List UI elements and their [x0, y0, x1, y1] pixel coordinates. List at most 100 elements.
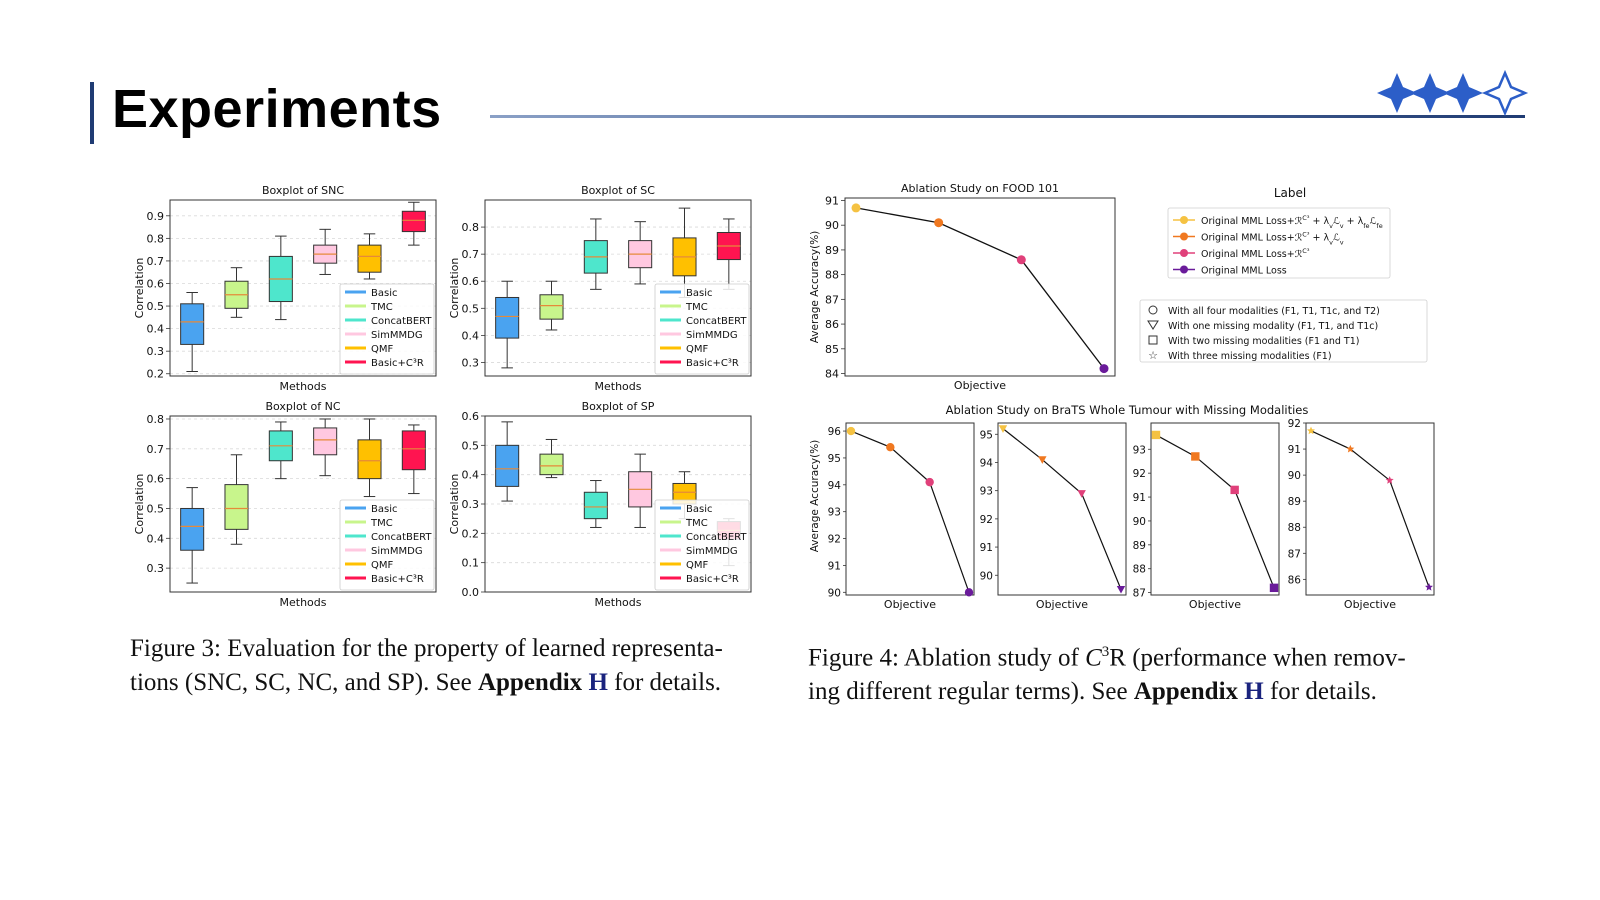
box-body: [495, 444, 520, 487]
data-point: [1269, 583, 1279, 593]
y-tick-label: 0.6: [147, 473, 165, 486]
legend-label: Basic: [686, 504, 712, 515]
data-point: [925, 477, 934, 487]
y-tick-label: 0.5: [147, 300, 165, 313]
square-icon: [1148, 335, 1158, 345]
y-tick-label: 0.5: [462, 439, 480, 452]
box-basic: [495, 421, 520, 502]
box-concatbert: [583, 480, 608, 528]
boxplot-nc: Boxplot of NC 0.3 0.4 0.5 0.6 0.7 0.8 Methods Co…: [133, 400, 437, 609]
y-tick-label: 89: [825, 244, 839, 257]
legend-label: With one missing modality (F1, T1, and T…: [1168, 321, 1378, 332]
y-tick-label: 0.4: [462, 469, 480, 482]
legend-label: With all four modalities (F1, T1, T1c, a…: [1168, 306, 1380, 317]
figure-4-caption: Figure 4: Ablation study of C3R (perform…: [808, 635, 1468, 709]
box-qmf: [357, 233, 382, 280]
y-tick-label: 0.4: [147, 532, 165, 545]
legend-label: ConcatBERT: [686, 532, 747, 543]
appendix-label: Appendix: [477, 669, 583, 696]
box-tmc: [224, 267, 249, 318]
legend-math: ℛ: [1295, 216, 1303, 227]
y-tick-label: 92: [1288, 418, 1301, 430]
legend-label: Original MML Loss+ℛC³ + λvℒv: [1201, 231, 1344, 247]
caption-symbol-tail: R: [1109, 644, 1126, 672]
plot-frame: [169, 199, 437, 377]
boxplot-snc: Boxplot of SNC 0.2 0.3 0.4 0.5 0.6 0.7 0.8 0.9 Me…: [133, 184, 437, 393]
appendix-link[interactable]: H: [1244, 678, 1264, 706]
y-tick-label: 87: [1133, 588, 1146, 600]
brats-panel-star: 86 87 88 89 90 91 92 Objective: [1288, 418, 1435, 611]
plot-frame: [997, 422, 1127, 596]
series-line: [1002, 428, 1122, 590]
y-tick-label: 0.6: [462, 410, 480, 423]
y-tick-label: 86: [825, 318, 839, 331]
box-concatbert: [268, 235, 293, 321]
caption-superscript: 3: [1101, 644, 1110, 660]
y-tick-label: 0.6: [147, 277, 165, 290]
y-tick-label: 0.3: [462, 498, 480, 511]
y-tick-label: 90: [825, 219, 839, 232]
plot-frame: [845, 422, 975, 596]
legend-math: C³: [1302, 214, 1310, 222]
title-accent-bar: [90, 82, 94, 144]
legend-label: Original MML Loss+ℛC³ + λvℒv + λfeℒfe: [1201, 214, 1383, 230]
legend-label: ConcatBERT: [371, 316, 432, 327]
legend-marker: [1180, 216, 1188, 224]
y-tick-label: 91: [828, 560, 841, 572]
box-body: [539, 453, 564, 476]
caption-symbol: C: [1085, 644, 1102, 672]
plot-frame: [1305, 422, 1435, 596]
data-point: [1151, 430, 1161, 440]
y-tick-label: 89: [1288, 496, 1301, 508]
y-tick-label: 89: [1133, 540, 1146, 552]
box-body: [401, 210, 426, 233]
y-tick-label: 0.2: [147, 368, 165, 381]
legend-label: SimMMDG: [686, 546, 738, 557]
y-tick-label: 93: [980, 486, 993, 498]
legend-triangle-icon: [1147, 320, 1159, 330]
chart-title: Boxplot of SP: [582, 400, 655, 413]
caption-text: Figure 4: Ablation study of: [808, 644, 1086, 672]
title-rule: [490, 115, 1525, 118]
x-axis-label: Objective: [1344, 598, 1396, 611]
legend-label-text: Original MML Loss+: [1201, 249, 1295, 260]
y-tick-label: 0.1: [462, 557, 480, 570]
legend-label: ConcatBERT: [371, 532, 432, 543]
triangle-icon: [1147, 320, 1159, 330]
box-concatbert: [583, 218, 608, 290]
legend-math: ℛ: [1295, 249, 1303, 260]
y-tick-label: 95: [980, 429, 993, 441]
y-axis-label: Average Accuracy(%): [809, 440, 821, 553]
y-tick-label: 90: [828, 587, 841, 599]
data-point: [851, 203, 861, 213]
legend-label: With three missing modalities (F1): [1168, 351, 1332, 362]
legend-math: ℒ: [1333, 233, 1340, 244]
legend-label: Original MML Loss+ℛC³: [1201, 247, 1310, 260]
legend-label: TMC: [370, 518, 393, 529]
chart-title: Ablation Study on BraTS Whole Tumour wit…: [946, 403, 1309, 417]
data-point: [1230, 485, 1239, 495]
data-point: [1077, 490, 1086, 498]
legend-label: SimMMDG: [371, 546, 423, 557]
box-basic-c-r: [716, 218, 741, 290]
y-tick-label: 94: [828, 480, 842, 492]
star-icon: ☆: [1148, 349, 1158, 362]
caption-text: for details.: [607, 669, 722, 696]
food101-ablation-chart: Ablation Study on FOOD 101 84 85 86 87 88 89 90…: [809, 182, 1116, 392]
y-tick-label: 91: [825, 194, 839, 207]
y-tick-label: 88: [1288, 522, 1301, 534]
legend-label: QMF: [371, 344, 393, 355]
legend-math: + λ: [1344, 216, 1364, 227]
box-tmc: [539, 280, 564, 331]
appendix-link[interactable]: H: [588, 669, 608, 696]
chart-title: Boxplot of SC: [581, 184, 655, 197]
appendix-label: Appendix: [1133, 678, 1239, 706]
legend-label: Basic: [371, 504, 397, 515]
box-body: [180, 303, 205, 345]
brats-ablation-chart: Ablation Study on BraTS Whole Tumour wit…: [809, 403, 1435, 611]
plot-frame: [844, 197, 1116, 377]
box-body: [357, 439, 382, 480]
legend-math: v: [1340, 239, 1344, 247]
legend-label: TMC: [685, 302, 708, 313]
